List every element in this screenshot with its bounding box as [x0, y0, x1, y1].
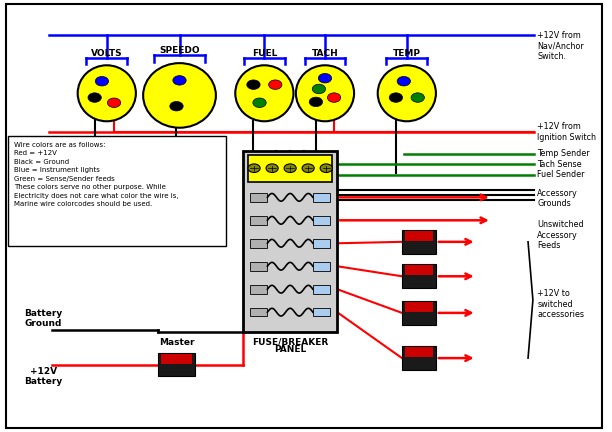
Bar — [248, 155, 332, 181]
Circle shape — [88, 93, 102, 102]
Circle shape — [266, 164, 278, 172]
Circle shape — [107, 98, 121, 108]
Circle shape — [173, 76, 186, 85]
Bar — [313, 216, 330, 225]
Text: SPEEDO: SPEEDO — [159, 46, 200, 55]
Text: +12V
Battery: +12V Battery — [24, 367, 62, 386]
Text: +12V from
Nav/Anchor
Switch.: +12V from Nav/Anchor Switch. — [537, 31, 584, 61]
Circle shape — [247, 80, 260, 89]
Text: TEMP: TEMP — [393, 48, 421, 57]
Text: Fuel Sender: Fuel Sender — [537, 170, 584, 179]
Text: Tach Sense: Tach Sense — [537, 160, 582, 169]
Bar — [313, 193, 330, 202]
Text: Temp Sender: Temp Sender — [537, 149, 590, 158]
Circle shape — [312, 84, 326, 94]
Bar — [405, 231, 433, 241]
Bar — [402, 264, 436, 288]
Ellipse shape — [378, 65, 436, 121]
Bar — [159, 353, 195, 376]
Text: FUEL: FUEL — [252, 48, 277, 57]
Bar — [250, 285, 267, 293]
Bar — [250, 262, 267, 270]
Circle shape — [170, 102, 183, 111]
Text: Wire colors are as follows:
Red = +12V
Black = Ground
Blue = Instrument lights
G: Wire colors are as follows: Red = +12V B… — [14, 142, 179, 207]
Bar — [161, 354, 192, 364]
Text: TACH: TACH — [312, 48, 338, 57]
Circle shape — [309, 97, 323, 107]
Circle shape — [302, 164, 314, 172]
Circle shape — [397, 76, 411, 86]
Text: Accessory
Grounds: Accessory Grounds — [537, 189, 578, 209]
Text: Battery
Ground: Battery Ground — [24, 308, 62, 328]
Bar — [405, 347, 433, 357]
Circle shape — [320, 164, 332, 172]
Bar — [313, 308, 330, 317]
Bar — [313, 239, 330, 248]
Bar — [405, 302, 433, 312]
Circle shape — [327, 93, 341, 102]
Bar — [250, 308, 267, 317]
Bar — [250, 216, 267, 225]
Text: Unswitched
Accessory
Feeds: Unswitched Accessory Feeds — [537, 220, 584, 250]
Circle shape — [284, 164, 296, 172]
Bar — [402, 346, 436, 370]
Bar — [402, 230, 436, 254]
Circle shape — [269, 80, 282, 89]
Text: VOLTS: VOLTS — [91, 48, 122, 57]
Bar — [313, 285, 330, 293]
Circle shape — [389, 93, 403, 102]
Circle shape — [95, 76, 108, 86]
Bar — [8, 137, 226, 246]
Bar — [402, 301, 436, 325]
Circle shape — [318, 73, 332, 83]
Circle shape — [411, 93, 424, 102]
Ellipse shape — [235, 65, 294, 121]
Text: Master: Master — [159, 338, 194, 347]
Text: +12V to
switched
accessories: +12V to switched accessories — [537, 289, 584, 319]
Ellipse shape — [296, 65, 354, 121]
Bar — [405, 266, 433, 276]
Text: +12V from
Ignition Switch: +12V from Ignition Switch — [537, 122, 596, 142]
Bar — [250, 239, 267, 248]
Bar — [250, 193, 267, 202]
Ellipse shape — [78, 65, 136, 121]
Bar — [313, 262, 330, 270]
Ellipse shape — [143, 63, 216, 128]
Circle shape — [253, 98, 266, 108]
Circle shape — [248, 164, 260, 172]
Bar — [243, 151, 337, 332]
Text: PANEL: PANEL — [274, 345, 306, 354]
Text: FUSE/BREAKER: FUSE/BREAKER — [252, 337, 328, 346]
